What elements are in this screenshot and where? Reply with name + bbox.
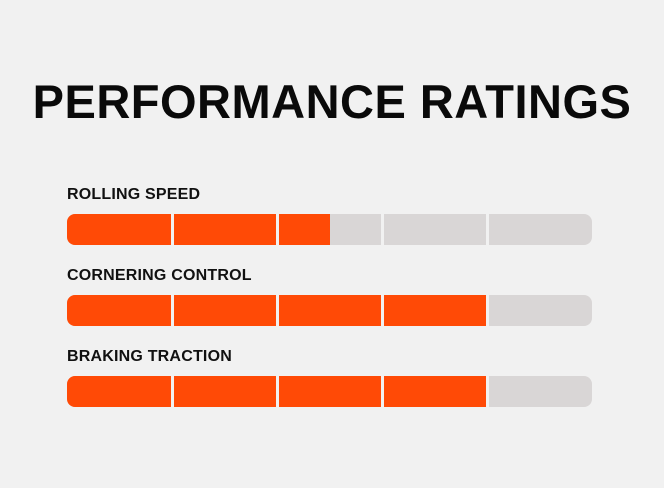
- rating-bar: [67, 214, 592, 245]
- rating-cornering-control: CORNERING CONTROL: [67, 267, 592, 326]
- rating-bar-divider: [380, 376, 384, 407]
- rating-bar-divider: [275, 295, 279, 326]
- rating-bar: [67, 295, 592, 326]
- rating-rolling-speed: ROLLING SPEED: [67, 186, 592, 245]
- rating-bar-divider: [485, 376, 489, 407]
- rating-bar-divider: [485, 295, 489, 326]
- rating-label: BRAKING TRACTION: [67, 348, 232, 365]
- rating-label: CORNERING CONTROL: [67, 267, 252, 284]
- page-title: PERFORMANCE RATINGS: [32, 75, 632, 128]
- rating-bar-divider: [170, 376, 174, 407]
- rating-bar-divider: [275, 376, 279, 407]
- rating-bar-fill: [67, 214, 330, 245]
- rating-bar-divider: [485, 214, 489, 245]
- rating-bar-divider: [380, 295, 384, 326]
- rating-bar: [67, 376, 592, 407]
- rating-label: ROLLING SPEED: [67, 186, 201, 203]
- rating-bar-divider: [170, 295, 174, 326]
- rating-bar-divider: [170, 214, 174, 245]
- rating-braking-traction: BRAKING TRACTION: [67, 348, 592, 407]
- rating-bar-divider: [380, 214, 384, 245]
- rating-bar-divider: [275, 214, 279, 245]
